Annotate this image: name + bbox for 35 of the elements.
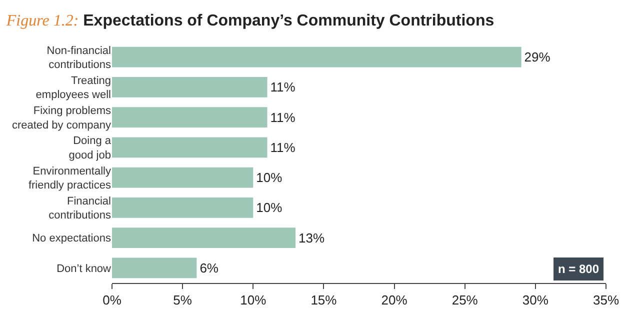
y-tick-label: No expectations [32, 232, 112, 245]
x-tick-label: 15% [310, 292, 338, 308]
data-label: 11% [270, 110, 296, 125]
x-tick-label: 35% [592, 292, 620, 308]
bar [112, 167, 254, 188]
bar [112, 137, 268, 158]
data-label: 11% [270, 140, 296, 155]
y-tick-label: Treating employees well [36, 74, 111, 102]
y-tick-label: Fixing problems created by company [12, 105, 112, 132]
bar [112, 76, 268, 98]
data-label: 29% [524, 50, 551, 65]
x-tick-label: 5% [173, 292, 192, 308]
x-tick-label: 30% [522, 292, 549, 308]
annotation: n = 800 [558, 262, 600, 276]
x-tick-label: 20% [381, 292, 408, 308]
bar [112, 228, 296, 248]
data-label: 13% [298, 230, 325, 246]
data-label: 10% [256, 170, 283, 186]
bar [112, 258, 197, 278]
x-tick-label: 25% [452, 292, 478, 308]
chart-title: Figure 1.2: [5, 12, 79, 30]
bar [112, 46, 522, 68]
x-tick-label: 0% [102, 292, 122, 308]
x-tick-label: 10% [240, 292, 267, 308]
chart-subtitle: Expectations of Company’s Community Contributions [83, 12, 494, 30]
y-tick-label: Don’t know [56, 262, 112, 275]
y-tick-label: Doing a good job [68, 135, 112, 162]
y-tick-label: Environmentally friendly practices [28, 165, 112, 192]
bar [112, 107, 268, 128]
bar [112, 197, 254, 218]
data-label: 11% [270, 80, 296, 95]
y-tick-label: Non-financial contributions [46, 44, 112, 72]
data-label: 10% [256, 200, 283, 216]
y-tick-label: Financial contributions [48, 195, 112, 222]
data-label: 6% [200, 260, 219, 276]
